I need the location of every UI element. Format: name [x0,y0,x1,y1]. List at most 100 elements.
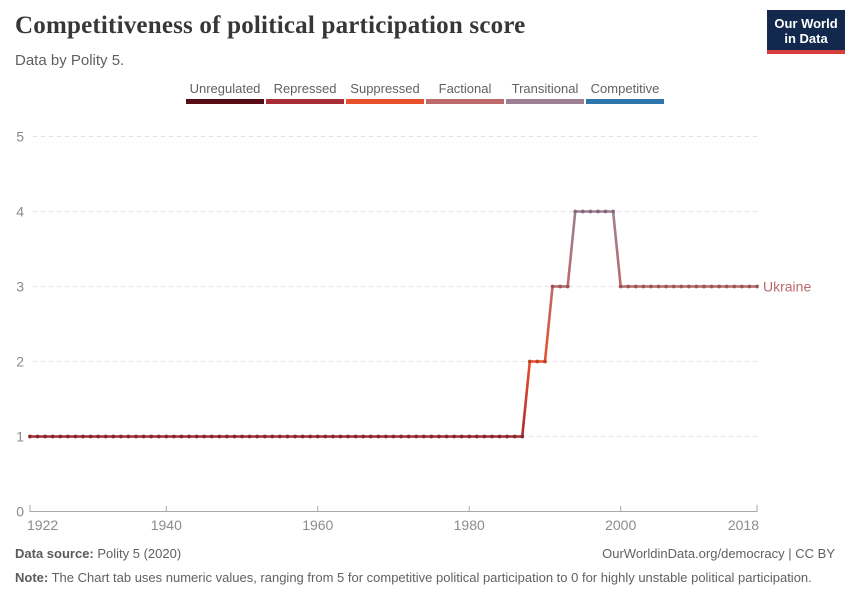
data-point[interactable] [65,434,70,439]
data-point[interactable] [717,284,722,289]
data-point[interactable] [368,434,373,439]
data-point[interactable] [240,434,244,439]
data-point[interactable] [28,434,32,439]
data-point[interactable] [671,284,676,289]
data-point[interactable] [270,434,275,439]
data-point[interactable] [232,434,237,439]
data-point[interactable] [618,284,623,289]
data-point[interactable] [558,284,563,289]
data-point[interactable] [467,434,472,439]
data-point[interactable] [81,434,85,439]
data-point[interactable] [527,359,532,364]
data-point[interactable] [134,434,138,439]
data-point[interactable] [50,434,55,439]
data-point[interactable] [187,434,191,439]
data-point[interactable] [194,434,199,439]
data-point[interactable] [633,284,638,289]
data-point[interactable] [278,434,282,439]
data-point[interactable] [346,434,350,439]
data-point[interactable] [732,284,737,289]
data-point[interactable] [338,434,343,439]
data-point[interactable] [603,209,608,214]
series-line-segment[interactable] [611,210,622,288]
series-line-segment[interactable] [543,285,554,363]
series-line-segment[interactable] [566,210,577,288]
data-point[interactable] [686,284,691,289]
data-point[interactable] [118,434,123,439]
data-point[interactable] [588,209,593,214]
data-point[interactable] [262,434,267,439]
data-point[interactable] [171,434,176,439]
data-point[interactable] [452,434,456,439]
data-point[interactable] [111,434,116,439]
data-point[interactable] [679,284,684,289]
data-point[interactable] [300,434,305,439]
data-point[interactable] [308,434,313,439]
owid-link[interactable]: OurWorldinData.org/democracy | CC BY [602,546,835,561]
data-point[interactable] [649,284,653,289]
data-point[interactable] [255,434,260,439]
data-point[interactable] [702,284,706,289]
data-point[interactable] [755,284,759,289]
data-point[interactable] [164,434,169,439]
data-point[interactable] [353,434,358,439]
data-point[interactable] [156,434,161,439]
data-point[interactable] [573,209,578,214]
data-point[interactable] [399,434,403,439]
data-point[interactable] [535,359,540,364]
data-point[interactable] [611,209,616,214]
data-point[interactable] [565,284,570,289]
data-point[interactable] [384,434,388,439]
data-point[interactable] [331,434,335,439]
data-point[interactable] [323,434,328,439]
data-point[interactable] [512,434,517,439]
data-point[interactable] [694,284,699,289]
data-point[interactable] [520,434,525,439]
data-point[interactable] [43,434,48,439]
data-point[interactable] [406,434,411,439]
data-point[interactable] [391,434,396,439]
data-point[interactable] [247,434,252,439]
data-point[interactable] [664,284,669,289]
data-point[interactable] [58,434,63,439]
data-point[interactable] [437,434,441,439]
data-point[interactable] [141,434,146,439]
data-point[interactable] [73,434,78,439]
data-point[interactable] [293,434,297,439]
data-point[interactable] [444,434,449,439]
data-point[interactable] [149,434,154,439]
data-point[interactable] [126,434,131,439]
data-point[interactable] [217,434,222,439]
data-point[interactable] [103,434,108,439]
data-point[interactable] [35,434,40,439]
data-point[interactable] [459,434,464,439]
data-point[interactable] [724,284,729,289]
data-point[interactable] [626,284,631,289]
series-label[interactable]: Ukraine [763,279,811,295]
data-point[interactable] [747,284,752,289]
data-point[interactable] [361,434,366,439]
data-point[interactable] [315,434,320,439]
data-point[interactable] [429,434,434,439]
data-point[interactable] [421,434,426,439]
data-point[interactable] [209,434,214,439]
data-point[interactable] [641,284,646,289]
data-point[interactable] [709,284,714,289]
data-point[interactable] [550,284,555,289]
data-point[interactable] [739,284,744,289]
series-line-segment[interactable] [520,360,532,438]
data-point[interactable] [376,434,381,439]
data-point[interactable] [202,434,207,439]
data-point[interactable] [490,434,494,439]
owid-logo[interactable]: Our World in Data [767,10,845,54]
data-point[interactable] [596,209,600,214]
data-point[interactable] [543,359,547,364]
data-point[interactable] [88,434,93,439]
data-point[interactable] [414,434,419,439]
data-point[interactable] [96,434,101,439]
data-point[interactable] [656,284,661,289]
data-point[interactable] [224,434,229,439]
data-point[interactable] [285,434,290,439]
data-point[interactable] [505,434,509,439]
data-point[interactable] [497,434,502,439]
